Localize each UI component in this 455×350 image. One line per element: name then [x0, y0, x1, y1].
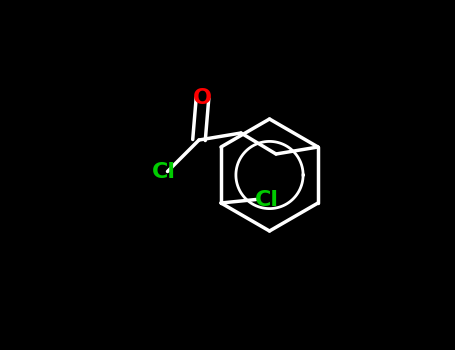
Text: Cl: Cl: [254, 189, 278, 210]
Text: O: O: [193, 88, 212, 108]
Text: Cl: Cl: [152, 161, 176, 182]
